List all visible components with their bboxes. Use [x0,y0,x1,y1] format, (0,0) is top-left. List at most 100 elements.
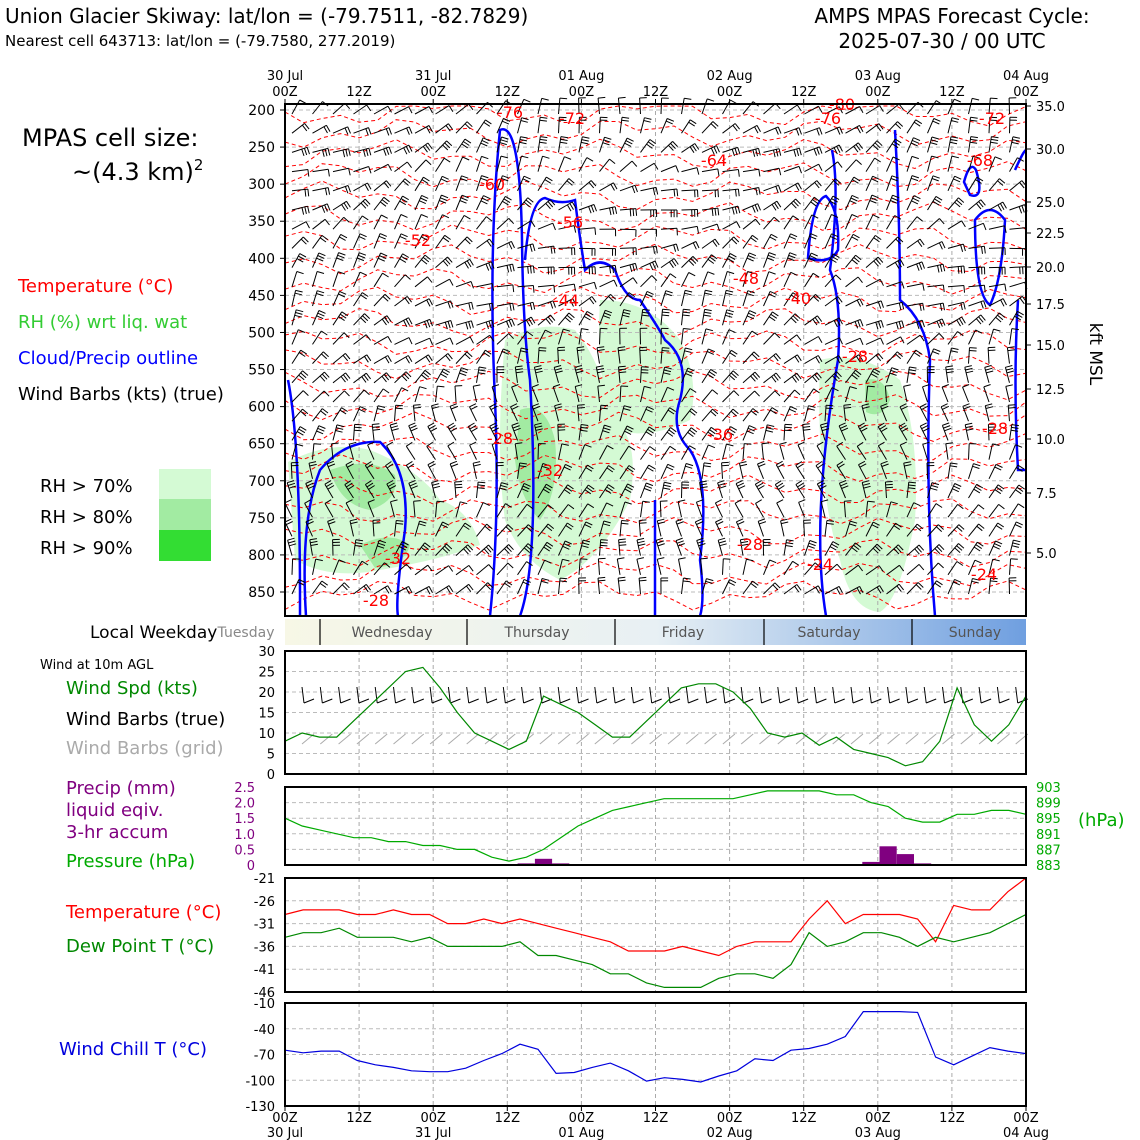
wind-barb-flag [431,480,439,483]
wind-barb-flag [1011,328,1019,331]
wind-barb [694,521,703,537]
wind-barb-flag [937,562,944,569]
wind-barb-flag [734,206,738,214]
wind-barb [776,502,785,518]
wind-barb-flag [773,216,780,223]
wind-barb-flag [521,155,529,159]
wind-barb-flag [885,481,893,483]
date-label: 30 Jul [267,69,303,84]
wind-barb-flag [685,372,693,377]
wind-barb-flag [521,117,529,121]
wind-barb [968,463,974,479]
wind-barb [681,189,698,192]
wind-barb [660,347,663,364]
wind-barb-flag [996,486,1003,492]
wind-barb [722,579,730,595]
wind-barb-flag [480,177,488,182]
wind-barb-flag [552,300,556,308]
wind-barb-flag [775,127,779,135]
wind-barb [903,386,908,403]
wind-barb-flag [410,485,418,490]
wind-barb-flag [387,482,395,487]
wind-barb-flag [1016,486,1024,492]
wind-barb [414,214,422,230]
wind-barb-flag [835,274,842,281]
wind-barb-flag [746,430,754,435]
wind-barb-flag [539,347,547,349]
wind-barb-flag [695,241,700,249]
wind-barb-flag [566,180,573,186]
wind-barb [1009,136,1014,153]
wind-barb-flag [547,201,554,208]
wind-barb-flag [1007,346,1015,349]
wind-barb-flag [450,320,454,328]
windchill-tick-label: -100 [245,1074,275,1089]
wind-barb-flag [867,500,875,503]
wind-barb-flag [810,201,817,207]
wind-barb-flag [793,149,797,157]
wind-barb-flag [639,579,647,582]
wind-barb [797,444,805,460]
cell-size-value: ~(4.3 km)2 [72,156,203,186]
wind-barb-flag [511,318,515,326]
wind-barb-flag [956,526,963,532]
wind-barb-flag [547,504,554,510]
wind-barb-flag [950,350,959,353]
wind-barb-flag [386,441,394,447]
wind-barb-flag [501,351,509,355]
wind-barb-flag [469,424,477,430]
wind-barb [947,220,962,230]
wind-barb-flag [577,404,585,406]
wind-barb [291,169,308,173]
wind-barb-flag [970,138,978,141]
wind-barb-flag [532,265,535,274]
wind-barb-flag [340,233,348,239]
grid-wind-barb [740,733,754,745]
wind-barb-flag [897,236,904,243]
wind-barb-flag [633,698,644,704]
wind-barb-flag [878,123,884,130]
wind-barb [742,443,745,460]
grid-wind-barb [338,733,351,745]
wind-barb-flag [758,521,767,525]
wind-barb [988,156,996,172]
wind-barb [291,123,305,134]
wind-barb-flag [539,141,547,144]
wind-barb-flag [951,117,960,120]
wind-barb-flag [303,698,315,704]
wind-barb-flag [519,462,527,465]
wind-barb-flag [468,103,474,111]
cell-size-sup: 2 [194,156,204,174]
wind-barb-flag [432,483,440,486]
wind-barb-flag [993,328,1001,332]
wind-barb [742,425,750,441]
wind-barb-flag [935,195,943,201]
wind-barb-flag [970,116,978,119]
wind-barb-flag [635,208,638,216]
wind-barb [394,178,406,192]
wind-barb-flag [998,504,1005,510]
pressure-tick-label: 300 [248,177,275,193]
wind-barb-flag [381,214,388,219]
wind-barb-flag [706,698,717,704]
wind-barb-flag [642,308,650,311]
wind-barb-flag [812,272,820,278]
wind-barb [845,337,861,345]
wind-barb-flag [893,548,900,555]
wind-barb [373,562,385,576]
wind-barb-flag [931,482,940,486]
wind-barb-flag [559,141,568,144]
wind-barb-flag [917,582,924,588]
wind-barb-flag [871,178,879,183]
wind-barb-flag [898,422,906,428]
wind-barb-flag [358,698,370,704]
wind-barb-flag [648,426,656,432]
wind-barb-flag [727,431,735,436]
wind-barb-flag [744,443,752,445]
wind-barb-flag [713,146,718,154]
wind-barb-flag [645,485,653,489]
wind-barb-flag [584,489,592,495]
wind-barb-flag [970,119,978,122]
wind-barb-flag [532,302,536,310]
wind-barb [824,161,839,172]
